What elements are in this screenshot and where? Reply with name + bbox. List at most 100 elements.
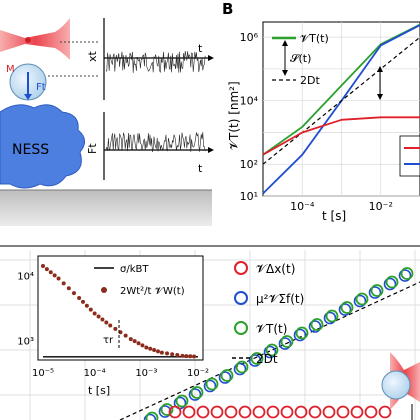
marker-blue-15 bbox=[368, 286, 382, 299]
marker-blue-1 bbox=[158, 405, 172, 418]
panel-b-xlabel: t [s] bbox=[322, 209, 346, 223]
panel-b-letter: B bbox=[222, 0, 233, 18]
marker-red-11 bbox=[322, 405, 336, 419]
bead-icon-small bbox=[381, 370, 411, 400]
m-label: M bbox=[6, 64, 15, 75]
laser-beam-icon bbox=[0, 18, 70, 60]
inset-dot-5-1 bbox=[132, 339, 137, 344]
panel-c-2dt-line bbox=[119, 281, 420, 420]
inset-dot-7-3 bbox=[175, 353, 180, 358]
inset-xtick-1: 10⁻⁴ bbox=[84, 368, 106, 379]
marker-red-12 bbox=[336, 405, 350, 419]
inset-dot-7-1 bbox=[165, 351, 170, 356]
marker-blue-5 bbox=[218, 371, 232, 384]
marker-red-2 bbox=[196, 405, 210, 419]
panel-c-legend-swatch-1 bbox=[234, 291, 248, 305]
panel-c-legend-label-1: μ²𝓥Σf(t) bbox=[256, 292, 304, 306]
inset-ytick-1: 10³ bbox=[17, 336, 34, 347]
marker-green-7 bbox=[250, 352, 264, 365]
panel-c-legend-swatch-0 bbox=[234, 261, 248, 275]
ness-label: NESS bbox=[12, 142, 49, 158]
inset-dot-7-0 bbox=[159, 350, 164, 355]
panel-c-legend-label-0: 𝓥Δx(t) bbox=[256, 262, 295, 276]
marker-red-3 bbox=[210, 405, 224, 419]
inset-dot-4-1 bbox=[113, 326, 118, 331]
panel-b-series-2 bbox=[262, 36, 420, 165]
marker-blue-12 bbox=[323, 311, 337, 325]
marker-green-13 bbox=[340, 301, 354, 314]
inset-dot-7-2 bbox=[170, 352, 175, 357]
panel-b-ytick-3: 10¹ bbox=[240, 190, 258, 203]
inset-dot-5-0 bbox=[128, 337, 133, 342]
marker-blue-0 bbox=[143, 413, 157, 420]
marker-red-13 bbox=[350, 405, 364, 419]
panel-b-xticks: 10⁻⁴ 10⁻² bbox=[290, 200, 393, 213]
inset-dot-6-3 bbox=[155, 349, 160, 354]
panel-b-xtick-1: 10⁻² bbox=[369, 200, 393, 213]
marker-green-3 bbox=[190, 386, 204, 399]
marker-green-14 bbox=[355, 292, 369, 306]
inset-dot-3-1 bbox=[96, 314, 101, 319]
marker-red-6 bbox=[252, 405, 266, 419]
inset-dot-6-1 bbox=[148, 346, 153, 351]
marker-red-1 bbox=[182, 405, 196, 419]
inset-dot-8-2 bbox=[188, 354, 193, 359]
marker-red-8 bbox=[280, 405, 294, 419]
marker-blue-4 bbox=[203, 379, 217, 393]
marker-blue-16 bbox=[383, 277, 397, 291]
inset-dot-8-3 bbox=[192, 354, 197, 359]
panel-c-legend-swatch-2 bbox=[234, 321, 248, 335]
panel-b-ytick-1: 10⁴ bbox=[240, 95, 259, 108]
ness-blob-icon bbox=[0, 104, 85, 189]
panel-b-ytick-0: 10⁶ bbox=[240, 31, 259, 44]
marker-green-9 bbox=[280, 335, 294, 348]
inset-dot-1-3 bbox=[71, 291, 76, 296]
inset-dot-0-1 bbox=[44, 267, 49, 272]
panel-b-xtick-0: 10⁻⁴ bbox=[290, 200, 315, 213]
inset-legend-line-label: σ/kBT bbox=[120, 264, 149, 275]
inset-dot-1-0 bbox=[56, 276, 61, 281]
panel-b-legend-box bbox=[399, 135, 420, 177]
marker-green-17 bbox=[400, 267, 414, 280]
marker-green-11 bbox=[310, 318, 324, 331]
inset-dot-2-2 bbox=[84, 303, 89, 308]
marker-red-15 bbox=[378, 405, 392, 419]
marker-blue-14 bbox=[353, 294, 367, 308]
legend-green-label: 𝓥T(t) bbox=[300, 32, 329, 45]
inset-dot-1-1 bbox=[61, 281, 66, 286]
inset-dot-8-1 bbox=[184, 354, 189, 359]
marker-red-5 bbox=[238, 405, 252, 419]
panel-a: M Ft xt t Ft t NESS bbox=[0, 18, 214, 226]
marker-blue-10 bbox=[293, 328, 307, 342]
marker-red-10 bbox=[308, 405, 322, 419]
marker-red-14 bbox=[364, 405, 378, 419]
legend-s-label: 𝓢(t) bbox=[290, 52, 311, 65]
t-label-bottom: t bbox=[198, 162, 203, 175]
marker-green-5 bbox=[220, 369, 234, 382]
inset-dot-0-3 bbox=[52, 273, 57, 278]
inset-dot-8-0 bbox=[180, 353, 185, 358]
inset-dot-3-2 bbox=[100, 317, 105, 322]
marker-green-0 bbox=[145, 411, 159, 420]
ft-trace bbox=[105, 132, 206, 153]
inset-dot-5-2 bbox=[136, 341, 141, 346]
inset-series bbox=[41, 264, 198, 359]
marker-green-15 bbox=[370, 284, 384, 297]
marker-red-7 bbox=[266, 405, 280, 419]
xt-label: xt bbox=[86, 50, 99, 62]
inset-ytick-0: 10⁴ bbox=[17, 272, 34, 283]
panel-b-yticks: 10⁶ 10⁴ 10² 10¹ bbox=[240, 31, 259, 203]
inset-dot-3-3 bbox=[104, 320, 109, 325]
panel-b-ylabel: 𝓥T(t) [nm²] bbox=[227, 81, 241, 150]
inset-xtick-0: 10⁻⁵ bbox=[32, 368, 54, 379]
inset-tau-label: τr bbox=[103, 335, 114, 346]
panel-c-markers bbox=[143, 267, 414, 420]
inset-xtick-2: 10⁻³ bbox=[135, 368, 157, 379]
t-label-top: t bbox=[198, 42, 203, 55]
marker-blue-8 bbox=[263, 345, 277, 359]
marker-blue-11 bbox=[308, 320, 322, 333]
f-label: Ft bbox=[36, 82, 46, 93]
marker-blue-13 bbox=[338, 303, 352, 316]
inset-dot-0-0 bbox=[41, 264, 45, 269]
